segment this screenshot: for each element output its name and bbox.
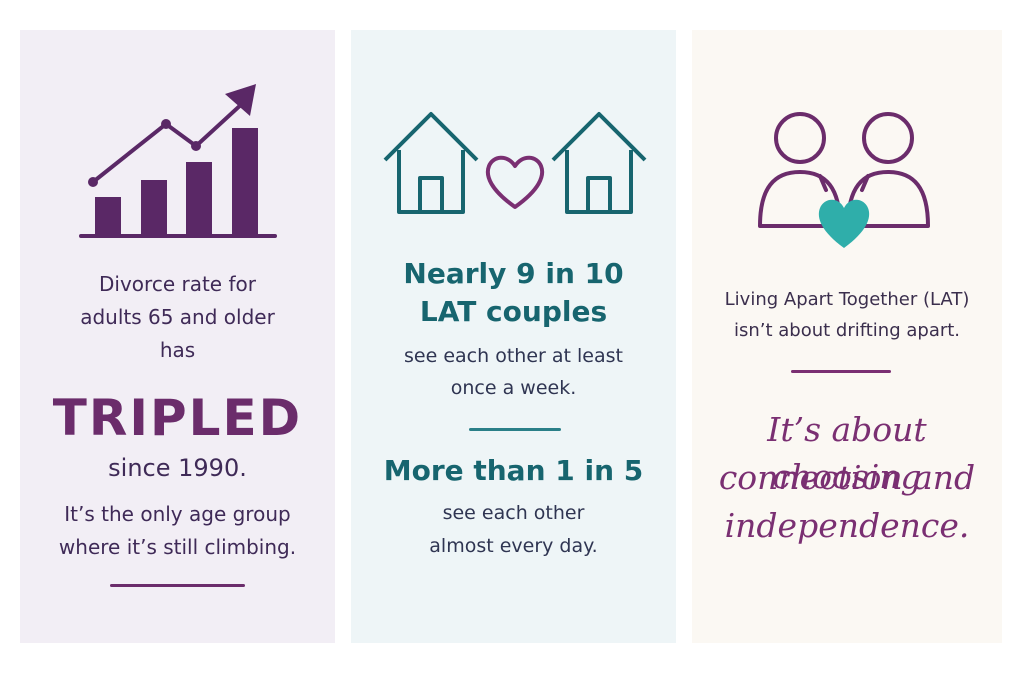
panel2-divider [469, 428, 561, 431]
panel1-divider [110, 584, 245, 587]
more-than-1-in-5-headline: More than 1 in 5 [383, 454, 644, 487]
two-houses-heart-icon [383, 112, 647, 214]
lat-couples-panel: Nearly 9 in 10 LAT couples see each othe… [351, 30, 676, 643]
lat-definition-line-1: Living Apart Together (LAT) [724, 289, 970, 310]
tripled-highlight: TRIPLED [52, 389, 303, 447]
daily-text-line-1: see each other [442, 502, 585, 524]
weekly-text-line-2: once a week. [450, 377, 577, 399]
weekly-text-line-1: see each other at least [404, 345, 623, 367]
divorce-rate-text-line-3: has [159, 338, 196, 362]
nearly-9-in-10-headline: Nearly 9 in 10 [403, 257, 624, 290]
age-group-note-line-2: where it’s still climbing. [58, 535, 297, 559]
choosing-connection-script-line-3: independence. [724, 506, 970, 545]
since-1990-text: since 1990. [108, 454, 247, 482]
age-group-note-line-1: It’s the only age group [64, 502, 291, 526]
choosing-connection-script-line-2: connection and [718, 458, 976, 497]
rising-bar-chart-icon [79, 84, 277, 238]
panel3-divider [791, 370, 891, 373]
lat-definition-line-2: isn’t about drifting apart. [733, 320, 961, 341]
divorce-rate-text-line-2: adults 65 and older [80, 305, 275, 329]
living-apart-together-panel: Living Apart Together (LAT) isn’t about … [692, 30, 1002, 643]
daily-text-line-2: almost every day. [429, 535, 598, 557]
divorce-rate-text-line-1: Divorce rate for [99, 272, 256, 296]
choosing-connection-script-line-1: It’s about choosing [767, 410, 927, 496]
divorce-rate-panel: Divorce rate for adults 65 and older has… [20, 30, 335, 643]
couple-heart-icon [758, 112, 930, 248]
lat-couples-headline: LAT couples [419, 295, 608, 328]
